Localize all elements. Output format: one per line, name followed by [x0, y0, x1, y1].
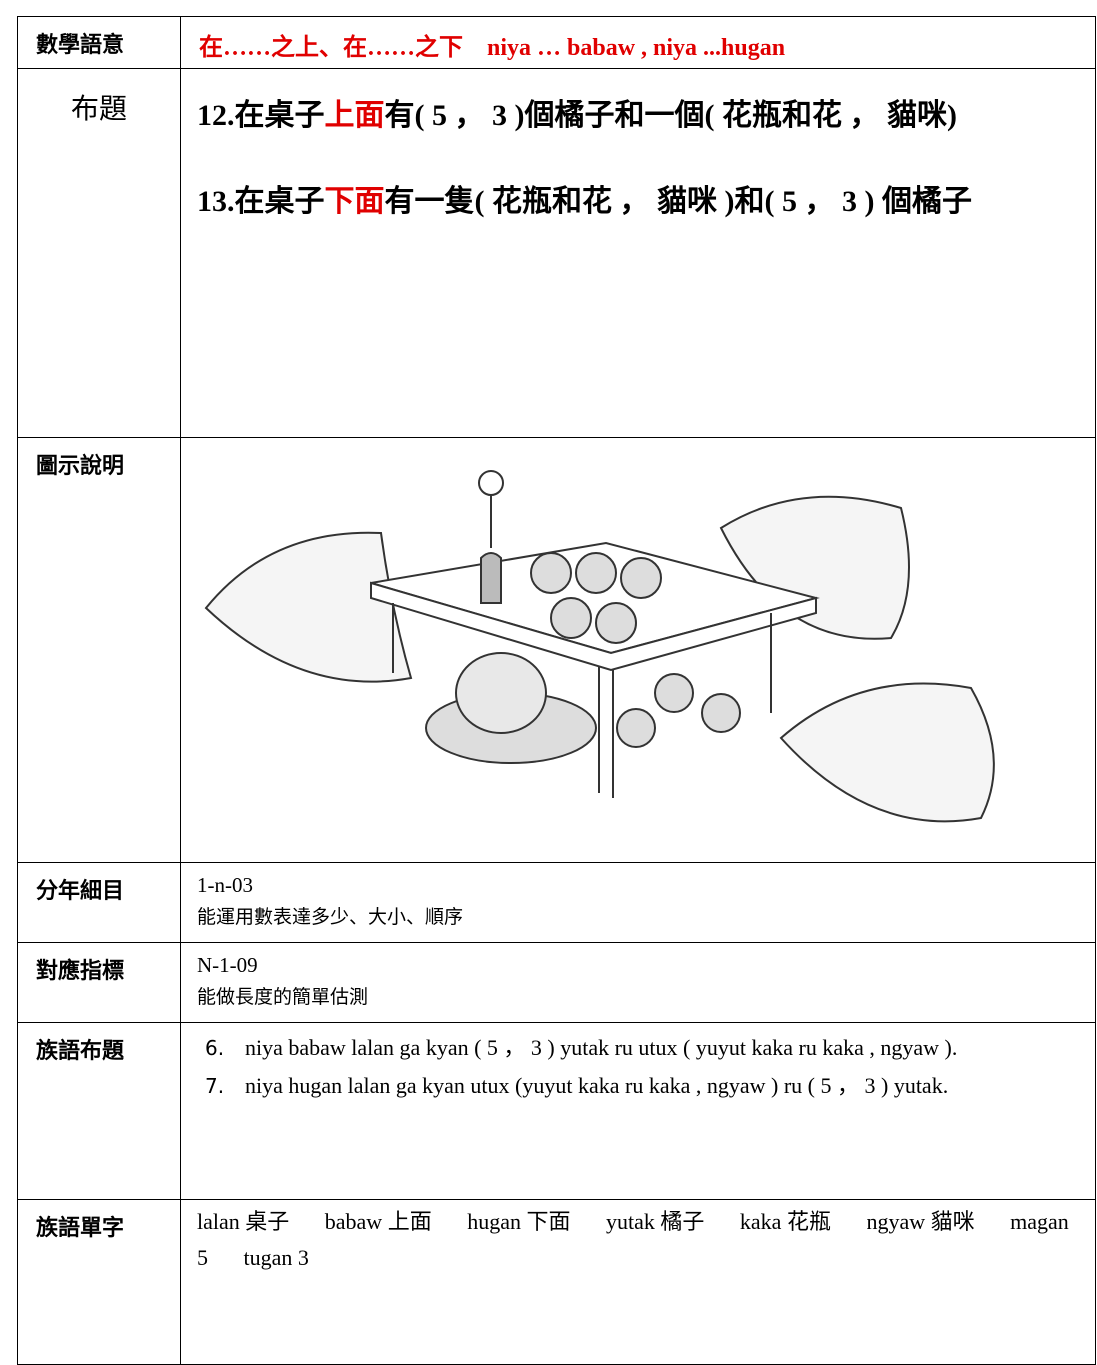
description: 能運用數表達多少、大小、順序: [197, 906, 464, 928]
row-label: 分年細目: [17, 862, 181, 943]
row: 布題 12.在桌子上面有( 5 ， 3 )個橘子和一個( 花瓶和花 ， 貓咪) 1…: [17, 68, 1096, 438]
vocab-word: tugan: [243, 1245, 293, 1270]
row: 族語單字 lalan 桌子 babaw 上面 hugan 下面 yutak 橘子…: [17, 1199, 1096, 1365]
vocab-meaning: 上面: [387, 1209, 432, 1234]
vocab-entry: magan 5: [197, 1209, 1069, 1270]
vocab-entry: ngyaw 貓咪: [866, 1209, 974, 1234]
highlight: 上面: [324, 99, 385, 132]
native-problems: 6. niya babaw lalan ga kyan ( 5 ， 3 ) yut…: [180, 1022, 1096, 1200]
vocab-entry: kaka 花瓶: [740, 1209, 831, 1234]
code: N-1-09: [197, 953, 258, 977]
row-label: 數學語意: [17, 16, 181, 69]
highlight: 下面: [324, 185, 385, 218]
problem-number: 12.: [197, 99, 235, 132]
description: 能做長度的簡單估測: [197, 986, 369, 1008]
vocab-word: ngyaw: [866, 1209, 926, 1234]
row: 族語布題 6. niya babaw lalan ga kyan ( 5 ， 3 …: [17, 1022, 1096, 1200]
vocab-meaning: 下面: [526, 1209, 571, 1234]
grade-item: 1-n-03 能運用數表達多少、大小、順序: [180, 862, 1096, 943]
code: 1-n-03: [197, 873, 253, 897]
problem: 13.在桌子下面有一隻( 花瓶和花 ， 貓咪 )和( 5 ， 3 ) 個橘子: [197, 159, 1089, 245]
illustration: [204, 470, 995, 823]
drawing: [204, 470, 995, 823]
lesson-table: 數學語意 在……之上、在……之下 niya … babaw , niya ...…: [17, 16, 1096, 1365]
vocab-meaning: 5: [197, 1245, 208, 1270]
problem: 12.在桌子上面有( 5 ， 3 )個橘子和一個( 花瓶和花 ， 貓咪): [197, 73, 1089, 159]
vocab-meaning: 貓咪: [930, 1209, 975, 1234]
row-label: 布題: [17, 68, 181, 438]
row: 數學語意 在……之上、在……之下 niya … babaw , niya ...…: [17, 16, 1096, 69]
row-label: 族語單字: [17, 1199, 181, 1365]
vocab-entry: tugan 3: [244, 1245, 309, 1270]
row: 對應指標 N-1-09 能做長度的簡單估測: [17, 942, 1096, 1023]
vocab-entry: yutak 橘子: [606, 1209, 704, 1234]
problem-text: 在桌子: [234, 185, 325, 218]
vocab-word: magan: [1010, 1209, 1069, 1234]
row: 圖示說明: [17, 437, 1096, 863]
problems: 12.在桌子上面有( 5 ， 3 )個橘子和一個( 花瓶和花 ， 貓咪) 13.在…: [180, 68, 1096, 438]
math-phrase: 在……之上、在……之下 niya … babaw , niya ...hugan: [180, 16, 1096, 69]
item: 6. niya babaw lalan ga kyan ( 5 ， 3 ) yut…: [205, 1029, 1087, 1067]
item-number: 6.: [205, 1036, 225, 1060]
vocab-word: lalan: [197, 1209, 240, 1234]
vocab-entry: lalan 桌子: [197, 1209, 289, 1234]
row-label: 族語布題: [17, 1022, 181, 1200]
problem-text: 在桌子: [234, 99, 325, 132]
vocabulary: lalan 桌子 babaw 上面 hugan 下面 yutak 橘子 kaka…: [180, 1199, 1096, 1365]
problem-number: 13.: [197, 185, 235, 218]
illustration-cell: [180, 437, 1096, 863]
item-text: niya hugan lalan ga kyan utux (yuyut kak…: [245, 1073, 949, 1098]
vocab-entry: babaw 上面: [325, 1209, 432, 1234]
problem-text: 有一隻( 花瓶和花 ， 貓咪 )和( 5 ， 3 ) 個橘子: [384, 185, 972, 218]
item: 7. niya hugan lalan ga kyan utux (yuyut k…: [205, 1067, 1087, 1105]
vocab-word: kaka: [739, 1209, 782, 1234]
vocab-meaning: 花瓶: [786, 1209, 831, 1234]
item-number: 7.: [205, 1074, 225, 1098]
vocab-word: yutak: [606, 1209, 655, 1234]
vocab-word: babaw: [324, 1209, 383, 1234]
indicator: N-1-09 能做長度的簡單估測: [180, 942, 1096, 1023]
vocab-entry: hugan 下面: [467, 1209, 570, 1234]
vocab-word: hugan: [467, 1209, 521, 1234]
vocab-meaning: 橘子: [660, 1209, 705, 1234]
row: 分年細目 1-n-03 能運用數表達多少、大小、順序: [17, 862, 1096, 943]
vocab-meaning: 桌子: [245, 1209, 290, 1234]
problem-text: 有( 5 ， 3 )個橘子和一個( 花瓶和花 ， 貓咪): [384, 99, 957, 132]
vocab-meaning: 3: [297, 1245, 309, 1270]
row-label: 對應指標: [17, 942, 181, 1023]
item-text: niya babaw lalan ga kyan ( 5 ， 3 ) yutak…: [245, 1035, 958, 1060]
row-label: 圖示說明: [17, 437, 181, 863]
